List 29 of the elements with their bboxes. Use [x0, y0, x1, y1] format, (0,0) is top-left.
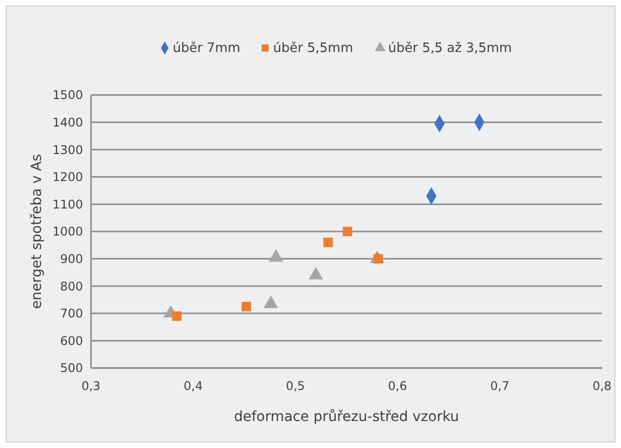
y-tick-label: 1400: [52, 116, 83, 130]
x-tick-label: 0,5: [286, 379, 305, 393]
point: [242, 302, 252, 312]
x-tick-label: 0,8: [592, 379, 612, 393]
y-axis-title: energet spotřeba v As: [29, 154, 45, 309]
x-tick-label: 0,4: [184, 379, 203, 393]
legend-label: úběr 7mm: [172, 41, 240, 56]
y-tick-label: 800: [60, 279, 83, 294]
point: [323, 238, 333, 248]
legend-label: úběr 5,5mm: [273, 41, 354, 56]
y-tick-label: 900: [60, 252, 83, 266]
x-tick-label: 0,7: [490, 379, 510, 393]
x-tick-label: 0,6: [388, 379, 408, 393]
point: [264, 296, 278, 308]
point: [308, 266, 324, 280]
point: [342, 226, 352, 236]
y-tick-label: 1200: [52, 170, 83, 184]
x-tick-label: 0,3: [81, 379, 101, 393]
point: [268, 249, 284, 262]
y-tick-label: 1300: [52, 142, 83, 157]
y-tick-label: 1500: [52, 88, 83, 102]
x-axis-title: deformace průřezu-střed vzorku: [234, 409, 460, 425]
y-tick-label: 600: [60, 334, 83, 348]
y-tick-label: 1000: [52, 224, 83, 239]
point: [172, 311, 182, 321]
y-tick-label: 1100: [52, 197, 83, 212]
y-tick-label: 500: [60, 361, 83, 376]
legend-label: úběr 5,5 až 3,5mm: [388, 41, 512, 56]
y-tick-label: 700: [60, 306, 83, 321]
